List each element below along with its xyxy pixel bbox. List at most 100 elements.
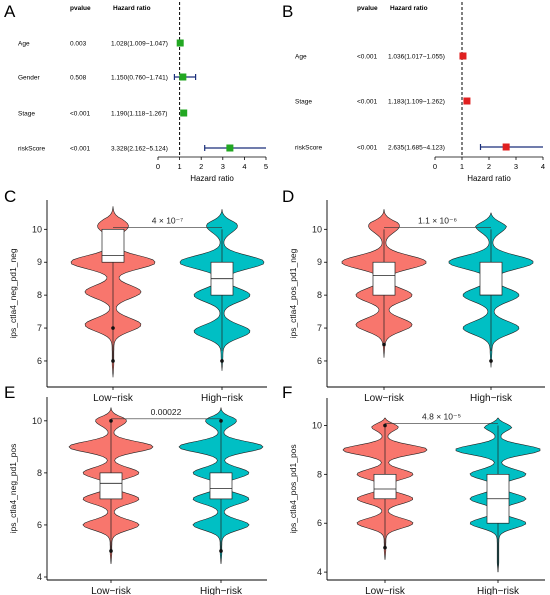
panel-label-b: B	[282, 2, 293, 21]
outlier-point	[111, 359, 115, 363]
row-pvalue: 0.003	[70, 41, 87, 48]
x-tick-label: 3	[514, 162, 518, 171]
hazard-ratio-header: Hazard ratio	[113, 5, 151, 12]
x-category-label: High−risk	[201, 393, 244, 404]
row-hazard-ratio: 3.328(2.162~5.124)	[111, 146, 168, 153]
forest-plot-b: pvalue Hazard ratio Age <0.001 1.036(1.017~1…	[295, 2, 545, 183]
x-category-label: Low−risk	[364, 393, 405, 404]
x-tick-label: 0	[433, 162, 437, 171]
row-pvalue: <0.001	[70, 111, 90, 118]
y-axis-label: ips_ctla4_neg_pd1_neg	[8, 248, 18, 339]
significance-label: 4 × 10⁻⁷	[152, 215, 183, 225]
hazard-ratio-header: Hazard ratio	[390, 5, 428, 12]
violin-plot-d: 6 7 8 9 10 ips_ctla4_pos_pd1_neg Low−risk High−…	[288, 200, 545, 404]
box	[101, 228, 125, 263]
y-tick-label: 9	[37, 257, 42, 267]
hazard-ratio-point	[459, 52, 467, 60]
x-tick-label: 3	[221, 162, 225, 171]
y-tick-label: 6	[37, 520, 42, 530]
hazard-ratio-point	[176, 39, 184, 47]
y-tick-label: 10	[312, 224, 322, 234]
y-tick-label: 8	[317, 469, 322, 479]
x-tick-label: 5	[264, 162, 268, 171]
panel-label-e: E	[4, 383, 15, 402]
significance-label: 1.1 × 10⁻⁶	[418, 215, 457, 225]
outlier-point	[383, 423, 387, 428]
x-tick-label: 1	[460, 162, 464, 171]
x-axis-label: Hazard ratio	[190, 174, 234, 183]
outlier-point	[220, 359, 224, 363]
box	[372, 261, 396, 296]
x-category-label: Low−risk	[93, 393, 134, 404]
hazard-ratio-point	[226, 144, 234, 152]
box	[479, 261, 503, 296]
x-category-label: Low−risk	[91, 586, 132, 595]
row-pvalue: 0.508	[70, 75, 87, 82]
outlier-point	[111, 326, 115, 330]
outlier-point	[109, 419, 113, 423]
y-tick-label: 7	[37, 323, 42, 333]
outlier-point	[383, 545, 387, 550]
x-category-label: High−risk	[477, 586, 520, 595]
row-hazard-ratio: 1.150(0.760~1.741)	[111, 75, 168, 82]
y-axis-label: ips_ctla4_pos_pd1_pos	[288, 444, 298, 533]
row-name: Gender	[18, 75, 41, 82]
pvalue-header: pvalue	[357, 5, 378, 12]
outlier-point	[489, 359, 493, 363]
x-category-label: High−risk	[470, 393, 513, 404]
x-tick-label: 4	[541, 162, 545, 171]
row-pvalue: <0.001	[357, 99, 377, 106]
row-pvalue: <0.001	[357, 54, 377, 61]
row-name: riskScore	[295, 145, 322, 152]
outlier-point	[382, 342, 386, 347]
x-tick-label: 0	[156, 162, 160, 171]
outlier-point	[109, 549, 113, 553]
row-name: Stage	[18, 111, 35, 118]
panel-label-a: A	[4, 2, 16, 21]
x-category-label: High−risk	[200, 586, 243, 595]
row-name: Age	[295, 54, 307, 61]
y-tick-label: 6	[317, 518, 322, 528]
outlier-point	[219, 549, 223, 553]
row-hazard-ratio: 1.190(1.118~1.267)	[111, 111, 167, 118]
panel-label-d: D	[282, 187, 294, 206]
y-tick-label: 9	[317, 257, 322, 267]
violin-plot-e: 4 6 8 10 ips_ctla4_neg_pd1_pos Low−risk High−r…	[8, 397, 267, 595]
y-tick-label: 8	[317, 290, 322, 300]
panel-label-f: F	[282, 383, 292, 402]
y-tick-label: 6	[317, 356, 322, 366]
x-tick-label: 4	[242, 162, 246, 171]
significance-label: 0.00022	[151, 407, 182, 417]
x-tick-label: 2	[199, 162, 203, 171]
y-tick-label: 7	[317, 323, 322, 333]
outlier-point	[219, 419, 223, 423]
x-tick-label: 2	[487, 162, 491, 171]
row-name: Stage	[295, 99, 312, 106]
hazard-ratio-point	[180, 109, 188, 117]
hazard-ratio-point	[179, 73, 187, 81]
row-pvalue: <0.001	[70, 146, 90, 153]
panel-label-c: C	[4, 187, 16, 206]
violin-plot-c: 6 7 8 9 10 ips_ctla4_neg_pd1_neg Low−risk High−…	[8, 200, 267, 404]
y-tick-label: 10	[32, 224, 42, 234]
pvalue-header: pvalue	[70, 5, 91, 12]
y-tick-label: 6	[37, 356, 42, 366]
y-tick-label: 8	[37, 290, 42, 300]
row-hazard-ratio: 2.635(1.685~4.123)	[388, 145, 445, 152]
row-hazard-ratio: 1.028(1.009~1.047)	[111, 41, 168, 48]
forest-plot-a: pvalue Hazard ratio Age 0.003 1.028(1.009~1.…	[18, 2, 268, 183]
y-tick-label: 4	[37, 572, 42, 582]
hazard-ratio-point	[463, 97, 471, 105]
y-tick-label: 10	[32, 416, 42, 426]
row-pvalue: <0.001	[357, 145, 377, 152]
box	[209, 472, 233, 500]
y-tick-label: 8	[37, 468, 42, 478]
hazard-ratio-point	[502, 143, 510, 151]
row-name: riskScore	[18, 146, 45, 153]
box	[373, 473, 397, 500]
row-name: Age	[18, 41, 30, 48]
y-axis-label: ips_ctla4_pos_pd1_neg	[288, 248, 298, 338]
row-hazard-ratio: 1.036(1.017~1.055)	[388, 54, 445, 61]
violin-plot-f: 4 6 8 10 ips_ctla4_pos_pd1_pos Low−risk High−r…	[288, 398, 545, 595]
